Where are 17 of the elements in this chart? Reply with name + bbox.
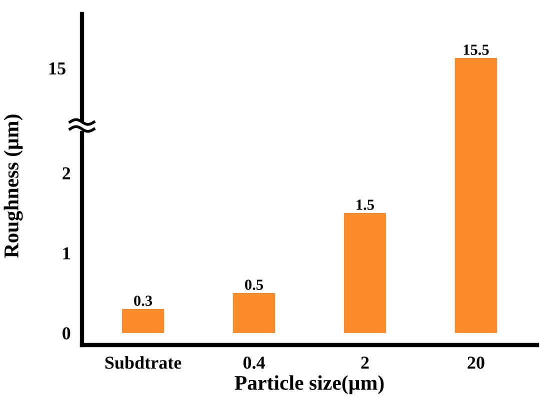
y-tick-label: 2 bbox=[62, 167, 70, 180]
data-label: 0.5 bbox=[245, 280, 263, 290]
data-label: 15.5 bbox=[464, 44, 489, 55]
y-axis-title: Roughness (µm) bbox=[4, 114, 23, 258]
x-tick-label: Subdtrate bbox=[105, 356, 182, 369]
data-label: 0.3 bbox=[134, 296, 152, 306]
data-label: 1.5 bbox=[356, 200, 374, 210]
x-tick-label: 2 bbox=[361, 356, 369, 369]
x-tick-label: 20 bbox=[468, 356, 484, 369]
y-tick-label: 1 bbox=[63, 247, 70, 260]
y-tick-label: 0 bbox=[62, 327, 70, 340]
x-tick-label: 0.4 bbox=[243, 356, 265, 369]
bar bbox=[122, 309, 164, 333]
bar bbox=[344, 213, 386, 333]
bar bbox=[232, 293, 276, 333]
text: 15 bbox=[49, 62, 66, 75]
x-axis-title: Particle size(µm) bbox=[234, 375, 384, 394]
